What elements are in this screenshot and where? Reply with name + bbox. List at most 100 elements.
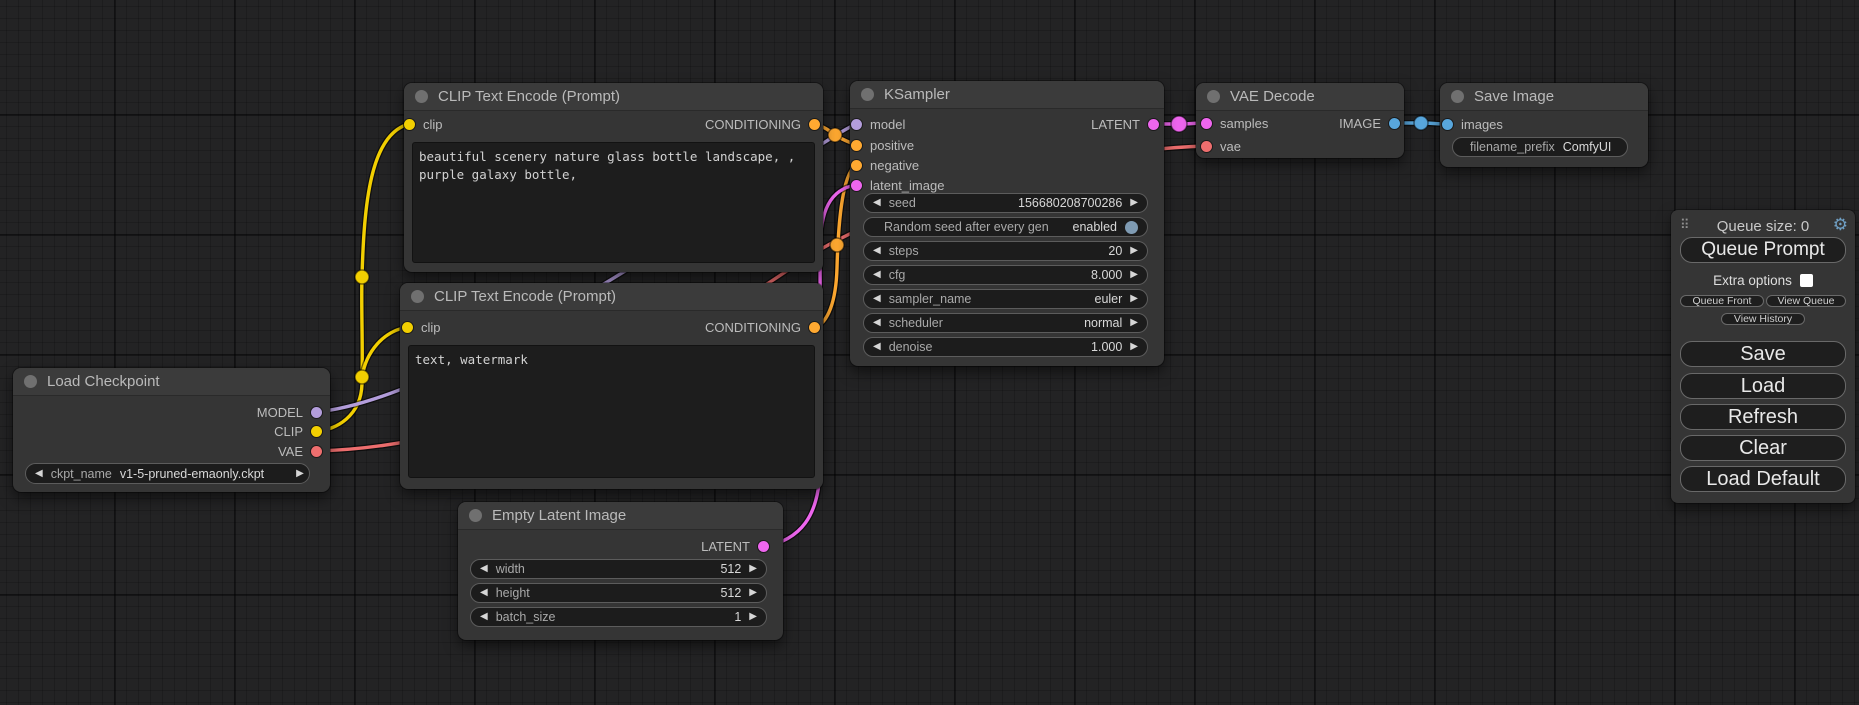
increment-icon[interactable]: ▶ (1130, 197, 1138, 208)
extra-options-row: Extra options (1671, 272, 1855, 288)
reroute-dot-image[interactable] (1413, 115, 1429, 131)
reroute-dot-conditioning-negative[interactable] (829, 237, 845, 253)
output-port-conditioning[interactable] (809, 118, 820, 130)
widget-batch-size[interactable]: ◀ batch_size 1 ▶ (470, 607, 767, 627)
collapse-dot-icon[interactable] (861, 88, 874, 101)
queue-prompt-button[interactable]: Queue Prompt (1680, 237, 1846, 263)
decrement-icon[interactable]: ◀ (480, 611, 488, 622)
node-clip-text-encode-negative[interactable]: CLIP Text Encode (Prompt) clip CONDITION… (400, 283, 823, 489)
node-ksampler[interactable]: KSampler model positive negative latent_… (850, 81, 1164, 366)
output-port-clip[interactable] (311, 425, 322, 437)
output-port-latent[interactable] (1148, 118, 1159, 130)
decrement-icon[interactable]: ◀ (480, 563, 488, 574)
decrement-icon[interactable]: ◀ (873, 317, 881, 328)
increment-icon[interactable]: ▶ (296, 467, 304, 479)
extra-options-label: Extra options (1713, 272, 1792, 288)
node-save-image[interactable]: Save Image images filename_prefix ComfyU… (1440, 83, 1648, 167)
reroute-dot-latent[interactable] (1170, 115, 1188, 133)
widget-random-seed[interactable]: Random seed after every gen enabled (863, 217, 1148, 237)
prompt-textarea[interactable]: beautiful scenery nature glass bottle la… (412, 142, 815, 263)
node-vae-decode[interactable]: VAE Decode samples vae IMAGE (1196, 83, 1404, 158)
clear-button[interactable]: Clear (1680, 435, 1846, 461)
node-empty-latent-image[interactable]: Empty Latent Image LATENT ◀ width 512 ▶ … (458, 502, 783, 640)
load-default-button[interactable]: Load Default (1680, 466, 1846, 492)
increment-icon[interactable]: ▶ (1130, 245, 1138, 256)
widget-height[interactable]: ◀ height 512 ▶ (470, 583, 767, 603)
widget-denoise[interactable]: ◀ denoise 1.000 ▶ (863, 337, 1148, 357)
reroute-dot-clip-lower[interactable] (354, 369, 370, 385)
increment-icon[interactable]: ▶ (1130, 293, 1138, 304)
node-header[interactable]: Save Image (1440, 83, 1648, 111)
widget-value: 1 (734, 610, 742, 624)
node-clip-text-encode-positive[interactable]: CLIP Text Encode (Prompt) clip CONDITION… (404, 83, 823, 272)
input-port-negative[interactable] (851, 159, 862, 171)
increment-icon[interactable]: ▶ (1130, 269, 1138, 280)
input-port-latent-image[interactable] (851, 179, 862, 191)
node-title: Load Checkpoint (47, 373, 160, 390)
increment-icon[interactable]: ▶ (749, 563, 757, 574)
output-label-image: IMAGE (1339, 115, 1381, 131)
node-header[interactable]: VAE Decode (1196, 83, 1404, 111)
node-load-checkpoint[interactable]: Load Checkpoint MODEL CLIP VAE ◀ ckpt_na… (13, 368, 330, 492)
refresh-button[interactable]: Refresh (1680, 404, 1846, 430)
view-history-button[interactable]: View History (1721, 313, 1805, 325)
output-port-latent[interactable] (758, 540, 769, 552)
increment-icon[interactable]: ▶ (1130, 341, 1138, 352)
increment-icon[interactable]: ▶ (1130, 317, 1138, 328)
prompt-textarea[interactable]: text, watermark (408, 345, 815, 478)
collapse-dot-icon[interactable] (469, 509, 482, 522)
widget-label: height (495, 586, 530, 600)
toggle-icon[interactable] (1125, 220, 1138, 234)
widget-label: filename_prefix (1470, 140, 1555, 154)
node-title: CLIP Text Encode (Prompt) (438, 88, 621, 105)
widget-sampler-name[interactable]: ◀ sampler_name euler ▶ (863, 289, 1148, 309)
widget-width[interactable]: ◀ width 512 ▶ (470, 559, 767, 579)
node-header[interactable]: Empty Latent Image (458, 502, 783, 530)
collapse-dot-icon[interactable] (24, 375, 37, 388)
output-port-vae[interactable] (311, 445, 322, 457)
decrement-icon[interactable]: ◀ (480, 587, 488, 598)
decrement-icon[interactable]: ◀ (873, 341, 881, 352)
output-label-model: MODEL (256, 404, 303, 420)
widget-ckpt-name[interactable]: ◀ ckpt_name v1-5-pruned-emaonly.ckpt ▶ (25, 463, 310, 484)
input-port-vae[interactable] (1201, 140, 1212, 152)
gear-icon[interactable]: ⚙ (1832, 215, 1848, 234)
widget-scheduler[interactable]: ◀ scheduler normal ▶ (863, 313, 1148, 333)
widget-seed[interactable]: ◀ seed 156680208700286 ▶ (863, 193, 1148, 213)
input-port-positive[interactable] (851, 139, 862, 151)
drag-handle-icon[interactable]: ⠿ (1680, 217, 1689, 232)
decrement-icon[interactable]: ◀ (873, 197, 881, 208)
collapse-dot-icon[interactable] (1451, 90, 1464, 103)
node-header[interactable]: KSampler (850, 81, 1164, 109)
decrement-icon[interactable]: ◀ (873, 245, 881, 256)
node-header[interactable]: CLIP Text Encode (Prompt) (404, 83, 823, 111)
extra-options-checkbox[interactable] (1799, 273, 1813, 287)
output-port-model[interactable] (311, 406, 322, 418)
output-label-conditioning: CONDITIONING (704, 319, 801, 335)
node-header[interactable]: CLIP Text Encode (Prompt) (400, 283, 823, 311)
save-button[interactable]: Save (1680, 341, 1846, 367)
increment-icon[interactable]: ▶ (749, 611, 757, 622)
decrement-icon[interactable]: ◀ (873, 269, 881, 280)
widget-filename-prefix[interactable]: filename_prefix ComfyUI (1452, 137, 1628, 157)
widget-steps[interactable]: ◀ steps 20 ▶ (863, 241, 1148, 261)
increment-icon[interactable]: ▶ (749, 587, 757, 598)
widget-cfg[interactable]: ◀ cfg 8.000 ▶ (863, 265, 1148, 285)
input-port-images[interactable] (1442, 118, 1453, 130)
output-port-conditioning[interactable] (809, 321, 820, 333)
input-label-vae: vae (1220, 138, 1241, 154)
decrement-icon[interactable]: ◀ (873, 293, 881, 304)
widget-label: seed (888, 196, 916, 210)
decrement-icon[interactable]: ◀ (35, 467, 43, 479)
queue-front-button[interactable]: Queue Front (1680, 295, 1764, 307)
output-port-image[interactable] (1389, 117, 1400, 129)
load-button[interactable]: Load (1680, 373, 1846, 399)
collapse-dot-icon[interactable] (1207, 90, 1220, 103)
reroute-dot-clip-upper[interactable] (354, 269, 370, 285)
view-queue-button[interactable]: View Queue (1766, 295, 1846, 307)
node-header[interactable]: Load Checkpoint (13, 368, 330, 396)
collapse-dot-icon[interactable] (411, 290, 424, 303)
reroute-dot-conditioning-positive[interactable] (827, 127, 843, 143)
collapse-dot-icon[interactable] (415, 90, 428, 103)
